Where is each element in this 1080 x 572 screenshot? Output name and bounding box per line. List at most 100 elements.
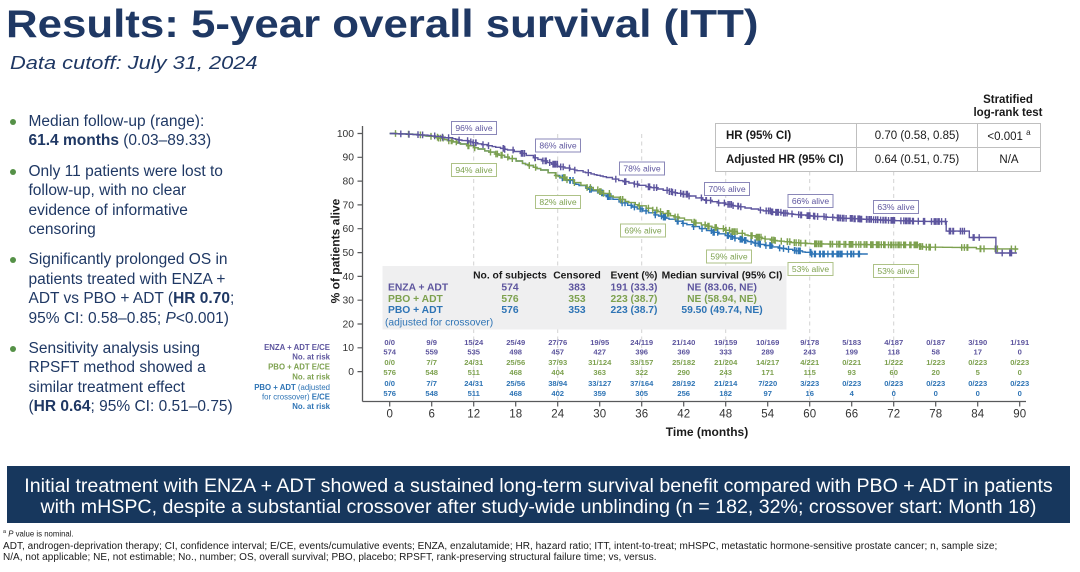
svg-text:53% alive: 53% alive [877,266,914,276]
svg-text:25/182: 25/182 [672,358,695,367]
svg-text:NE (58.94, NE): NE (58.94, NE) [687,294,757,305]
svg-text:63% alive: 63% alive [877,202,914,212]
svg-text:33/127: 33/127 [588,379,611,388]
svg-text:363: 363 [593,368,606,377]
svg-text:243: 243 [803,348,816,357]
svg-text:3/190: 3/190 [968,338,987,347]
svg-text:289: 289 [761,348,774,357]
svg-text:21/214: 21/214 [714,379,738,388]
svg-text:574: 574 [383,348,396,357]
svg-text:82% alive: 82% alive [539,197,576,207]
svg-text:0/187: 0/187 [926,338,945,347]
svg-text:0: 0 [892,389,896,398]
svg-text:90: 90 [1013,409,1026,421]
svg-text:24/119: 24/119 [630,338,653,347]
svg-text:17: 17 [973,348,981,357]
svg-text:19/159: 19/159 [714,338,737,347]
svg-text:359: 359 [593,389,606,398]
svg-text:5: 5 [976,368,981,377]
svg-text:19/95: 19/95 [590,338,610,347]
svg-text:0/223: 0/223 [968,358,987,367]
svg-text:7/220: 7/220 [758,379,777,388]
svg-text:369: 369 [677,348,690,357]
svg-text:191 (33.3): 191 (33.3) [611,283,658,294]
svg-text:50: 50 [343,248,355,259]
svg-text:20: 20 [343,319,355,330]
svg-text:24/31: 24/31 [464,358,484,367]
svg-text:Event (%): Event (%) [611,271,658,282]
svg-text:396: 396 [635,348,648,357]
svg-text:468: 468 [509,389,522,398]
svg-text:37/164: 37/164 [630,379,654,388]
svg-text:256: 256 [677,389,690,398]
svg-text:25/56: 25/56 [506,358,525,367]
svg-text:1/222: 1/222 [884,358,903,367]
svg-text:84: 84 [971,409,984,421]
svg-text:for crossover) E/CE: for crossover) E/CE [262,393,330,402]
svg-text:21/204: 21/204 [714,358,738,367]
svg-text:28/192: 28/192 [672,379,695,388]
svg-text:66% alive: 66% alive [792,196,829,206]
svg-text:No. of subjects: No. of subjects [473,271,547,282]
svg-text:Median survival (95% CI): Median survival (95% CI) [662,271,783,282]
svg-text:1/191: 1/191 [1010,338,1030,347]
svg-text:402: 402 [551,389,564,398]
svg-text:457: 457 [551,348,564,357]
svg-text:0: 0 [1018,368,1022,377]
svg-text:0/223: 0/223 [968,379,987,388]
svg-text:(adjusted for crossover): (adjusted for crossover) [385,318,493,329]
svg-text:0/223: 0/223 [1010,358,1029,367]
svg-text:223 (38.7): 223 (38.7) [611,294,658,305]
svg-text:54: 54 [761,409,774,421]
svg-text:PBO + ADT E/CE: PBO + ADT E/CE [268,363,330,372]
svg-text:7/7: 7/7 [426,379,437,388]
svg-text:383: 383 [568,283,585,294]
svg-text:0/0: 0/0 [384,379,395,388]
svg-text:33/157: 33/157 [630,358,653,367]
svg-text:Time (months): Time (months) [666,425,748,439]
svg-text:548: 548 [425,389,438,398]
svg-text:0/223: 0/223 [884,379,903,388]
svg-text:182: 182 [719,389,732,398]
svg-text:0: 0 [1018,389,1022,398]
svg-text:115: 115 [804,368,817,377]
svg-text:10: 10 [343,343,355,354]
svg-text:60: 60 [343,224,355,235]
svg-text:PBO + ADT: PBO + ADT [388,294,444,305]
svg-text:No. at risk: No. at risk [292,373,330,382]
svg-text:36: 36 [635,409,648,421]
svg-text:66: 66 [845,409,858,421]
svg-text:60: 60 [889,368,897,377]
svg-text:Censored: Censored [553,271,601,282]
svg-text:4/187: 4/187 [884,338,903,347]
svg-text:18: 18 [509,409,522,421]
svg-text:353: 353 [568,305,585,316]
svg-text:548: 548 [425,368,438,377]
svg-text:576: 576 [383,368,396,377]
svg-text:1/223: 1/223 [926,358,945,367]
svg-text:0/221: 0/221 [842,358,862,367]
svg-text:42: 42 [677,409,690,421]
svg-text:171: 171 [761,368,774,377]
svg-text:ENZA + ADT E/CE: ENZA + ADT E/CE [264,343,330,352]
svg-text:96% alive: 96% alive [455,123,492,133]
svg-text:3/223: 3/223 [800,379,819,388]
svg-text:40: 40 [343,272,355,283]
svg-text:30: 30 [593,409,606,421]
svg-text:48: 48 [719,409,732,421]
svg-text:576: 576 [383,389,396,398]
svg-text:25/56: 25/56 [506,379,525,388]
svg-text:9/9: 9/9 [426,338,437,347]
svg-text:69% alive: 69% alive [624,226,661,236]
svg-text:468: 468 [509,368,522,377]
svg-text:100: 100 [337,129,354,140]
svg-text:0: 0 [1018,348,1022,357]
svg-text:27/76: 27/76 [548,338,567,347]
svg-text:72: 72 [887,409,900,421]
svg-text:4: 4 [850,389,855,398]
svg-text:% of patients alive: % of patients alive [329,198,343,303]
svg-text:0/223: 0/223 [926,379,945,388]
svg-text:0: 0 [348,367,354,378]
svg-text:21/140: 21/140 [672,338,695,347]
svg-text:24: 24 [551,409,564,421]
